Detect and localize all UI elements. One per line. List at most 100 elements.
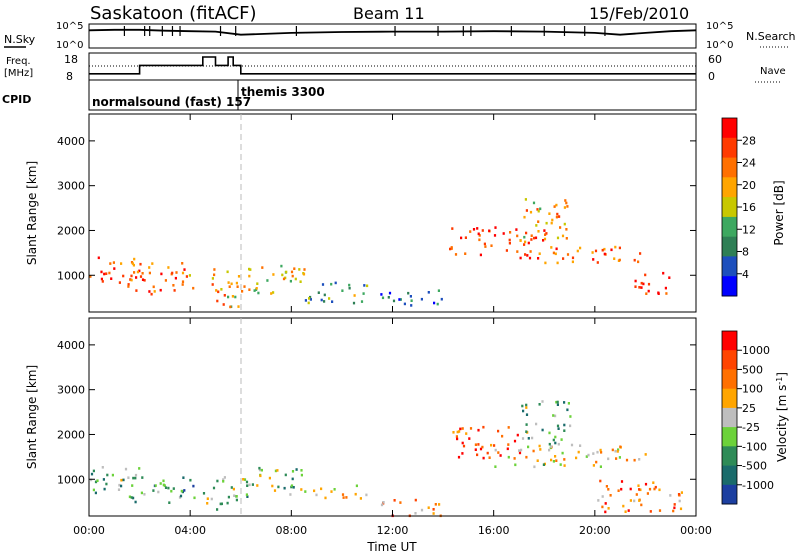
range-cell — [490, 244, 493, 247]
nsearch-label: N.Search — [746, 30, 796, 43]
range-cell — [112, 261, 115, 264]
range-cell — [601, 495, 604, 498]
range-cell — [261, 266, 264, 269]
nave-tick-60: 60 — [708, 53, 722, 66]
range-cell — [552, 460, 555, 463]
range-cell — [482, 425, 485, 429]
range-cell — [436, 302, 439, 306]
scatter-region — [452, 425, 522, 460]
range-cell — [249, 268, 252, 271]
range-cell — [611, 448, 614, 452]
power-colorbar-label: Power [dB] — [772, 180, 786, 245]
range-cell — [542, 239, 545, 242]
range-cell — [526, 254, 529, 257]
range-cell — [555, 247, 558, 251]
range-cell — [132, 476, 135, 480]
range-cell — [554, 252, 557, 256]
colorbar-swatch — [722, 331, 737, 351]
range-cell — [465, 432, 468, 435]
range-cell — [304, 490, 307, 493]
velocity-label-exp: -1 — [775, 377, 784, 385]
range-cell — [556, 403, 559, 406]
range-cell — [328, 297, 331, 300]
range-cell — [220, 288, 223, 291]
velocity-panel: 1000 2000 3000 4000 Slant Range [km] 1000 50… — [25, 317, 790, 518]
range-cell — [616, 450, 619, 453]
range-cell — [281, 273, 284, 277]
range-cell — [216, 508, 219, 511]
range-cell — [235, 495, 238, 498]
range-cell — [555, 459, 558, 462]
range-cell — [365, 493, 368, 497]
range-cell — [101, 280, 104, 283]
range-cell — [525, 403, 528, 407]
range-cell — [601, 505, 604, 509]
x-axis-label: Time UT — [366, 540, 417, 554]
range-cell — [483, 242, 486, 246]
range-cell — [174, 276, 177, 280]
range-cell — [437, 289, 440, 292]
range-cell — [438, 503, 441, 506]
range-cell — [563, 222, 566, 226]
range-cell — [97, 256, 100, 260]
range-cell — [113, 267, 116, 270]
colorbar-swatch — [722, 446, 737, 466]
colorbar-swatch — [722, 256, 737, 277]
range-cell — [615, 457, 618, 460]
range-cell — [324, 496, 327, 500]
scatter-region — [304, 484, 368, 500]
range-cell — [545, 232, 548, 235]
range-cell — [633, 458, 636, 462]
range-cell — [561, 234, 565, 238]
colorbar-swatch — [722, 216, 737, 238]
scatter-region — [241, 264, 306, 295]
range-cell — [234, 295, 237, 299]
range-cell — [529, 210, 533, 214]
range-cell — [559, 463, 562, 466]
range-cell — [614, 245, 617, 249]
range-cell — [552, 414, 555, 417]
x-tick-label: 08:00 — [275, 524, 307, 537]
range-cell — [136, 270, 139, 274]
range-cell — [183, 489, 186, 492]
range-cell — [629, 487, 632, 491]
range-cell — [294, 277, 297, 281]
range-cell — [494, 465, 497, 468]
range-cell — [533, 465, 536, 469]
range-cell — [159, 482, 162, 485]
range-cell — [210, 497, 213, 501]
y-tick-label: 4000 — [57, 135, 85, 148]
range-cell — [159, 288, 162, 292]
range-cell — [129, 278, 132, 281]
range-cell — [469, 427, 473, 430]
y-tick-label: 1000 — [57, 269, 85, 282]
velocity-colorbar-label: Velocity [m s-1] — [775, 372, 790, 462]
range-cell — [645, 292, 648, 295]
range-cell — [291, 274, 294, 278]
range-cell — [535, 224, 538, 227]
nave-label: Nave — [760, 66, 786, 77]
range-cell — [609, 494, 612, 497]
range-cell — [524, 240, 527, 244]
range-cell — [235, 498, 238, 502]
range-cell — [290, 270, 294, 274]
range-cell — [181, 271, 185, 275]
range-cell — [476, 453, 479, 457]
range-cell — [162, 483, 165, 487]
cpid-panel-frame — [88, 79, 697, 111]
range-cell — [124, 467, 128, 471]
range-cell — [216, 479, 219, 483]
range-cell — [231, 295, 234, 298]
range-cell — [600, 451, 603, 454]
noise-panel: N.Sky 10^5 10^0 10^5 10^0 N.Search — [4, 21, 796, 51]
range-cell — [592, 258, 595, 261]
range-cell — [555, 215, 558, 219]
range-cell — [591, 251, 594, 254]
range-cell — [433, 301, 436, 305]
range-cell — [135, 276, 138, 279]
range-cell — [118, 483, 121, 487]
range-cell — [665, 292, 668, 295]
colorbar-tick-label: 1000 — [742, 344, 770, 357]
range-cell — [563, 206, 566, 209]
range-cell — [131, 484, 134, 487]
